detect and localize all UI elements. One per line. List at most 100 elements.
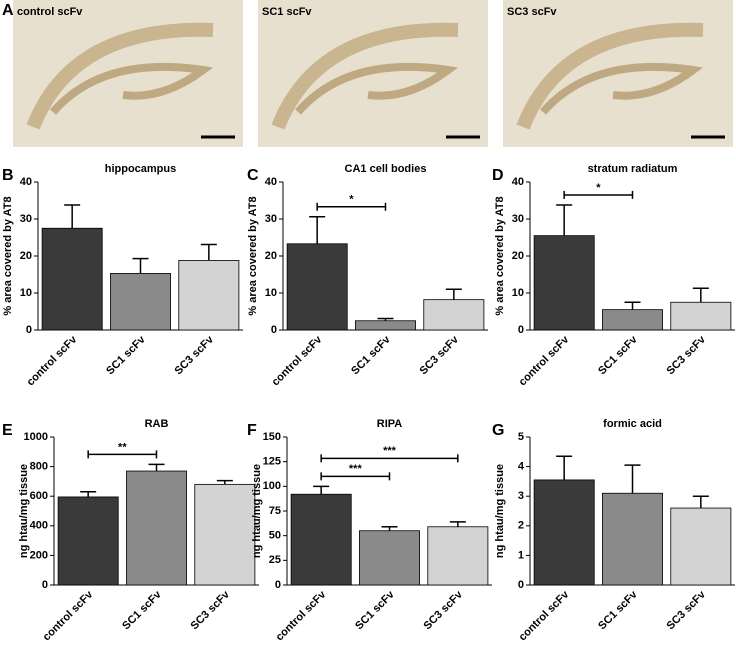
x-tick-label: control scFv	[25, 333, 80, 388]
x-tick-label: control scFv	[517, 588, 572, 643]
y-axis-label: % area covered by AT8	[2, 196, 14, 315]
panel-letter: F	[247, 422, 257, 439]
y-tick-label: 0	[518, 579, 524, 591]
y-tick-label: 20	[512, 250, 524, 262]
y-axis-label: ng htau/mg tissue	[18, 464, 30, 558]
error-bar	[64, 204, 81, 229]
bar	[41, 227, 103, 331]
sig-label: *	[349, 194, 354, 206]
panel-letter: C	[247, 167, 259, 184]
x-tick-label: control scFv	[517, 333, 572, 388]
y-tick-label: 5	[518, 431, 524, 443]
sig-label: ***	[383, 445, 397, 457]
y-tick-label: 3	[518, 490, 524, 502]
y-tick-label: 20	[20, 250, 32, 262]
y-tick-label: 10	[265, 287, 277, 299]
y-tick-label: 4	[518, 461, 525, 473]
error-bar	[148, 463, 165, 472]
x-tick-label: SC1 scFv	[104, 333, 148, 377]
x-tick-label: SC3 scFv	[422, 588, 466, 632]
x-tick-label: SC3 scFv	[418, 333, 462, 377]
y-tick-label: 400	[30, 520, 48, 532]
panel-letter: D	[492, 167, 504, 184]
x-tick-label: control scFv	[270, 333, 325, 388]
tissue-band	[26, 22, 214, 130]
x-tick-label: SC3 scFv	[665, 333, 709, 377]
bar	[423, 299, 485, 331]
bar	[57, 496, 119, 586]
error-bar	[449, 521, 466, 527]
bar	[602, 309, 663, 331]
chart-title: formic acid	[603, 418, 662, 430]
sig-label: **	[118, 441, 127, 453]
y-tick-label: 600	[30, 490, 48, 502]
tissue-band	[49, 62, 214, 115]
error-bar	[445, 288, 462, 300]
tissue-band	[294, 62, 459, 115]
error-bar	[132, 257, 149, 274]
x-tick-label: SC1 scFv	[596, 333, 640, 377]
y-axis-label: % area covered by AT8	[494, 196, 506, 315]
panel-letter: A	[2, 2, 14, 19]
bar	[355, 320, 416, 331]
chart-title: RIPA	[377, 418, 403, 430]
y-tick-label: 25	[269, 554, 281, 566]
tissue-band	[539, 62, 704, 115]
bar	[178, 260, 240, 331]
panel-letter: G	[492, 422, 504, 439]
bar	[359, 530, 420, 586]
error-bar	[377, 317, 394, 321]
y-tick-label: 0	[42, 579, 48, 591]
y-tick-label: 40	[265, 176, 277, 188]
error-bar	[556, 455, 573, 480]
y-tick-label: 1	[518, 549, 524, 561]
y-tick-label: 30	[265, 213, 277, 225]
image-label: control scFv	[17, 6, 83, 18]
sig-label: ***	[349, 463, 363, 475]
y-tick-label: 0	[275, 579, 281, 591]
y-tick-label: 0	[518, 324, 524, 336]
bar	[110, 272, 171, 331]
y-tick-label: 30	[512, 213, 524, 225]
y-tick-label: 800	[30, 461, 48, 473]
x-tick-label: SC1 scFv	[596, 588, 640, 632]
bar	[126, 470, 187, 586]
chart-title: hippocampus	[105, 163, 177, 175]
y-tick-label: 0	[271, 324, 277, 336]
image-label: SC3 scFv	[507, 6, 557, 18]
bar	[286, 243, 348, 331]
x-tick-label: control scFv	[41, 588, 96, 643]
bar	[194, 483, 256, 586]
x-tick-label: SC1 scFv	[349, 333, 393, 377]
bar	[533, 479, 595, 586]
tissue-band	[271, 22, 459, 130]
bar	[290, 493, 352, 586]
y-tick-label: 100	[263, 480, 281, 492]
error-bar	[624, 301, 641, 310]
x-tick-label: SC3 scFv	[665, 588, 709, 632]
y-axis-label: % area covered by AT8	[247, 196, 259, 315]
error-bar	[692, 495, 709, 509]
sig-label: *	[596, 182, 601, 194]
chart-title: CA1 cell bodies	[345, 163, 427, 175]
y-tick-label: 125	[263, 456, 281, 468]
bar	[670, 507, 732, 586]
panel-letter: E	[2, 422, 13, 439]
error-bar	[381, 526, 398, 531]
bar	[602, 492, 663, 586]
x-tick-label: SC1 scFv	[353, 588, 397, 632]
panel-letter: B	[2, 167, 14, 184]
error-bar	[692, 287, 709, 303]
error-bar	[80, 491, 97, 497]
y-tick-label: 30	[20, 213, 32, 225]
error-bar	[556, 204, 573, 236]
image-label: SC1 scFv	[262, 6, 312, 18]
y-tick-label: 150	[263, 431, 281, 443]
bar	[427, 526, 489, 586]
y-tick-label: 40	[20, 176, 32, 188]
y-tick-label: 0	[26, 324, 32, 336]
bar	[533, 235, 595, 331]
tissue-band	[516, 22, 704, 130]
error-bar	[216, 479, 233, 485]
